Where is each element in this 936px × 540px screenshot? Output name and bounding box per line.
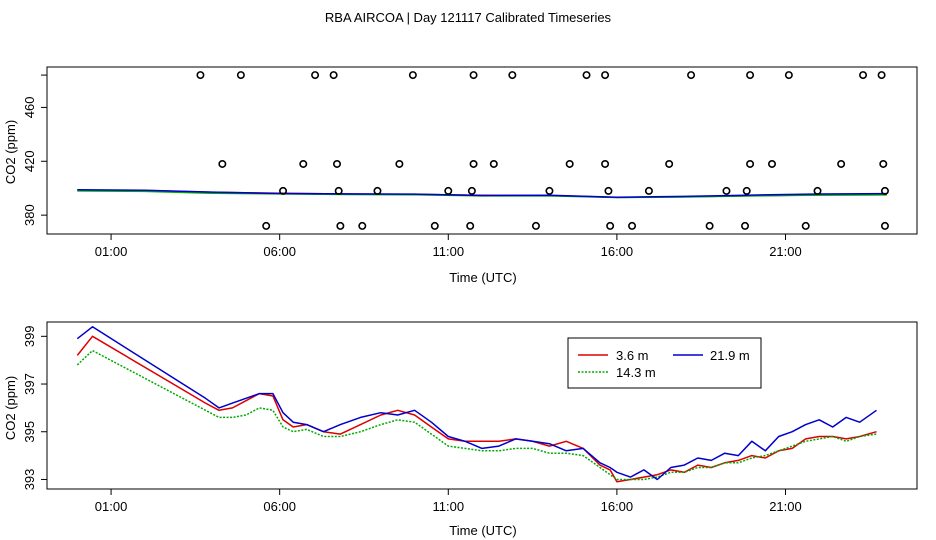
- bottom-series-lines: [76, 326, 877, 483]
- scatter-point: [545, 186, 554, 195]
- bottom-x-axis-label: Time (UTC): [449, 523, 516, 538]
- top-series-lines: [77, 189, 887, 199]
- bottom-x-axis: 01:00 06:00 11:00 16:00 21:00: [95, 488, 802, 514]
- scatter-point: [373, 186, 382, 195]
- scatter-point: [236, 71, 245, 80]
- scatter-point: [767, 159, 776, 168]
- legend-label-3-6m: 3.6 m: [616, 348, 649, 363]
- scatter-point: [746, 159, 755, 168]
- x-tick-label: 01:00: [95, 499, 128, 514]
- scatter-point: [358, 221, 367, 230]
- scatter-point: [262, 221, 271, 230]
- x-tick-label: 16:00: [601, 499, 634, 514]
- series-line-21-9-m: [77, 189, 887, 198]
- top-y-axis: 380 420 460: [22, 74, 48, 226]
- scatter-point: [606, 221, 615, 230]
- scatter-point: [601, 71, 610, 80]
- scatter-point: [469, 159, 478, 168]
- scatter-point: [311, 71, 320, 80]
- x-tick-label: 06:00: [263, 244, 296, 259]
- scatter-point: [469, 71, 478, 80]
- y-tick-label: 397: [22, 373, 37, 395]
- scatter-point: [565, 159, 574, 168]
- top-plot-frame: [46, 66, 918, 235]
- scatter-point: [687, 71, 696, 80]
- series-line-21-9-m: [76, 326, 877, 481]
- x-tick-label: 16:00: [601, 244, 634, 259]
- bottom-panel: 01:00 06:00 11:00 16:00 21:00 393 395 397 399 T…: [3, 321, 918, 538]
- y-tick-label: 393: [22, 469, 37, 491]
- top-x-axis-label: Time (UTC): [449, 270, 516, 285]
- scatter-point: [444, 186, 453, 195]
- x-tick-label: 21:00: [769, 244, 802, 259]
- scatter-point: [299, 159, 308, 168]
- y-tick-label: 420: [22, 150, 37, 172]
- chart-title: RBA AIRCOA | Day 121117 Calibrated Times…: [325, 10, 612, 25]
- top-panel: 01:00 06:00 11:00 16:00 21:00 380 420 460 Time…: [3, 66, 918, 285]
- top-scatter-points: [196, 71, 889, 230]
- scatter-point: [741, 221, 750, 230]
- y-tick-label: 395: [22, 421, 37, 443]
- scatter-point: [467, 186, 476, 195]
- scatter-point: [408, 71, 417, 80]
- scatter-point: [489, 159, 498, 168]
- scatter-point: [628, 221, 637, 230]
- scatter-point: [837, 159, 846, 168]
- scatter-point: [880, 186, 889, 195]
- x-tick-label: 11:00: [432, 499, 464, 514]
- y-tick-label: 399: [22, 325, 37, 347]
- scatter-point: [644, 186, 653, 195]
- scatter-point: [801, 221, 810, 230]
- legend-box: [567, 337, 762, 389]
- scatter-point: [582, 71, 591, 80]
- scatter-point: [604, 186, 613, 195]
- scatter-point: [742, 186, 751, 195]
- bottom-y-axis: 393 395 397 399: [22, 325, 48, 491]
- x-tick-label: 01:00: [95, 244, 128, 259]
- scatter-point: [279, 186, 288, 195]
- scatter-point: [218, 159, 227, 168]
- y-tick-label: 380: [22, 204, 37, 226]
- scatter-point: [601, 159, 610, 168]
- bottom-plot-frame: [46, 321, 918, 490]
- legend: 3.6 m 14.3 m 21.9 m: [567, 337, 762, 389]
- scatter-point: [880, 221, 889, 230]
- scatter-point: [879, 159, 888, 168]
- x-tick-label: 06:00: [263, 499, 296, 514]
- bottom-y-axis-label: CO2 (ppm): [3, 376, 18, 440]
- scatter-point: [859, 71, 868, 80]
- scatter-point: [665, 159, 674, 168]
- x-tick-label: 21:00: [769, 499, 802, 514]
- scatter-point: [722, 186, 731, 195]
- scatter-point: [877, 71, 886, 80]
- scatter-point: [508, 71, 517, 80]
- scatter-point: [784, 71, 793, 80]
- scatter-point: [336, 221, 345, 230]
- legend-label-14-3m: 14.3 m: [616, 365, 656, 380]
- scatter-point: [332, 159, 341, 168]
- series-line-14-3-m: [76, 349, 877, 481]
- legend-label-21-9m: 21.9 m: [710, 348, 750, 363]
- series-line-3-6-m: [76, 335, 877, 483]
- scatter-point: [746, 71, 755, 80]
- scatter-point: [466, 221, 475, 230]
- scatter-point: [531, 221, 540, 230]
- x-tick-label: 11:00: [432, 244, 464, 259]
- scatter-point: [430, 221, 439, 230]
- scatter-point: [705, 221, 714, 230]
- scatter-point: [395, 159, 404, 168]
- scatter-point: [196, 71, 205, 80]
- top-y-axis-label: CO2 (ppm): [3, 120, 18, 184]
- scatter-point: [329, 71, 338, 80]
- scatter-point: [813, 186, 822, 195]
- y-tick-label: 460: [22, 97, 37, 119]
- top-x-axis: 01:00 06:00 11:00 16:00 21:00: [95, 233, 802, 259]
- scatter-point: [334, 186, 343, 195]
